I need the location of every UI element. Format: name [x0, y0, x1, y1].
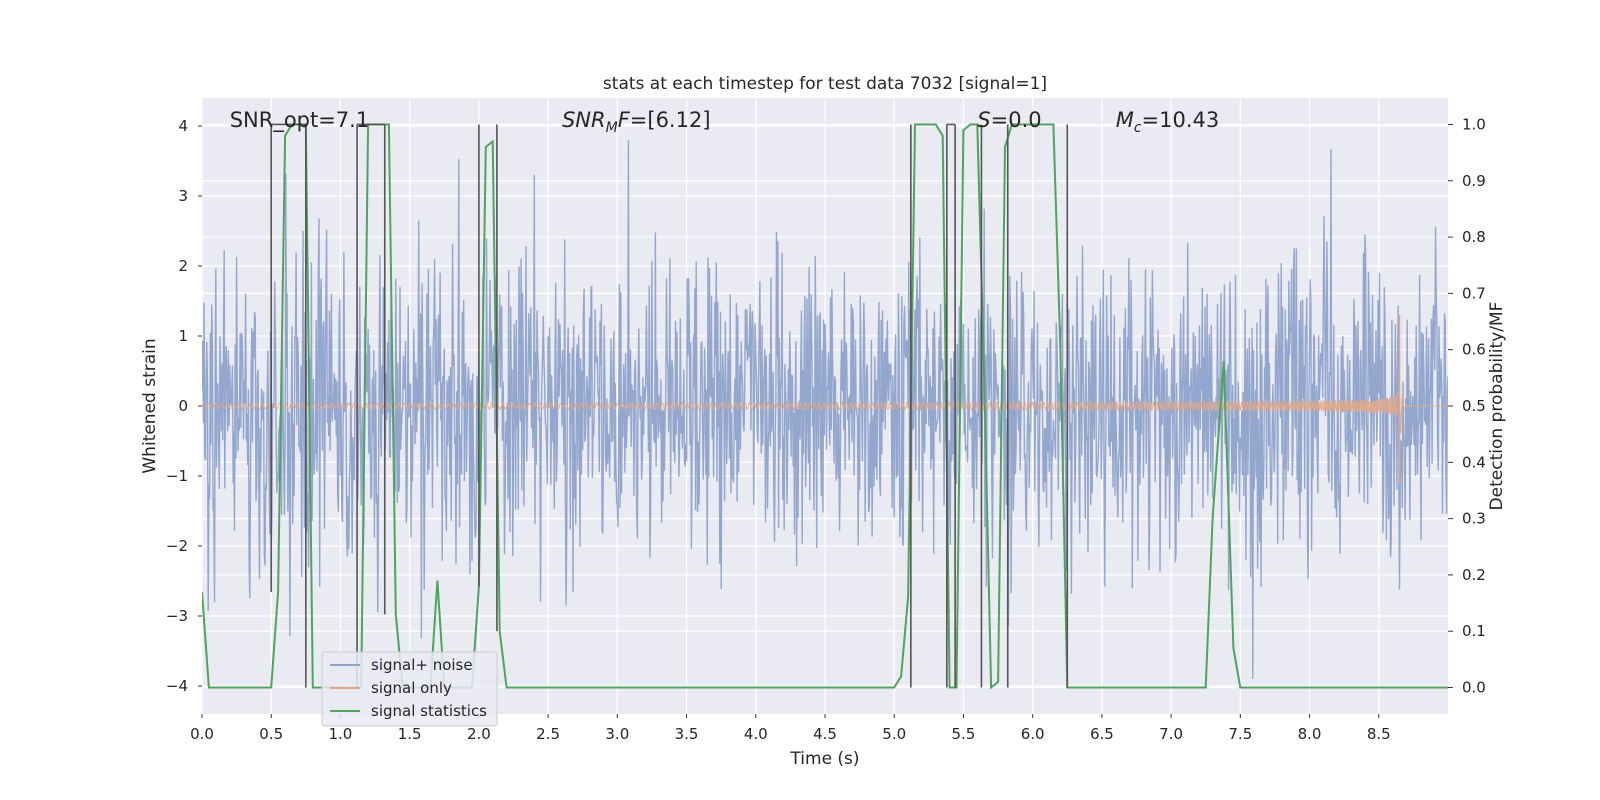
- y-tick-label: −2: [166, 537, 188, 555]
- annotation: Mc=10.43: [1116, 108, 1220, 136]
- y2-axis-ticks: 1.0 0.9 0.8 0.7 0.6 0.5 0.4 0.3 0.2 0.1 0.0: [1448, 115, 1486, 697]
- y2-tick-label: 0.9: [1462, 172, 1486, 190]
- y2-axis-label: Detection probability/MF: [1487, 302, 1507, 511]
- y2-tick-label: 0.1: [1462, 622, 1486, 640]
- x-tick-label: 6.5: [1090, 725, 1114, 743]
- annotation-part: =10.43: [1142, 108, 1220, 132]
- y-tick-label: 4: [178, 117, 188, 135]
- annotation-part: c: [1134, 120, 1142, 136]
- annotation-part: M: [606, 120, 618, 136]
- noise-trace: [202, 140, 1448, 680]
- legend-label-stats: signal statistics: [371, 702, 487, 720]
- x-tick-label: 5.5: [952, 725, 976, 743]
- x-tick-label: 8.5: [1367, 725, 1391, 743]
- x-tick-label: 6.0: [1021, 725, 1045, 743]
- x-tick-label: 5.0: [882, 725, 906, 743]
- annotations: SNR_opt=7.1 SNRMF=[6.12] S=0.0 Mc=10.43: [230, 108, 1220, 136]
- x-tick-label: 1.0: [329, 725, 353, 743]
- y-tick-label: 1: [178, 327, 188, 345]
- x-tick-label: 1.5: [398, 725, 422, 743]
- x-tick-label: 7.5: [1228, 725, 1252, 743]
- annotation: SNRMF=[6.12]: [562, 108, 711, 136]
- x-tick-label: 2.0: [467, 725, 491, 743]
- legend-box: [321, 651, 498, 727]
- y2-tick-label: 0.7: [1462, 284, 1486, 302]
- x-axis-label: Time (s): [789, 749, 859, 769]
- legend-label-signal: signal only: [371, 679, 452, 697]
- x-tick-label: 4.5: [813, 725, 837, 743]
- x-tick-label: 0.5: [259, 725, 283, 743]
- y-axis-label: Whitened strain: [140, 338, 160, 473]
- x-tick-label: 2.5: [536, 725, 560, 743]
- y2-tick-label: 0.6: [1462, 341, 1486, 359]
- annotation: S=0.0: [977, 108, 1041, 132]
- signal-trace: [202, 375, 1448, 434]
- annotation-part: =[6.12]: [630, 108, 711, 132]
- y-tick-label: −4: [166, 677, 188, 695]
- annotation-part: SNR: [562, 108, 606, 132]
- legend-label-noise: signal+ noise: [371, 656, 473, 674]
- x-tick-label: 3.0: [605, 725, 629, 743]
- annotation-part: S: [977, 108, 990, 132]
- x-axis-ticks: 0.0 0.5 1.0 1.5 2.0 2.5 3.0 3.5 4.0 4.5 5.0 5.5 6.0 6…: [190, 714, 1391, 743]
- statistics-trace: [202, 123, 1448, 690]
- y2-tick-label: 1.0: [1462, 115, 1486, 133]
- series-signal-only: [202, 315, 1448, 483]
- annotation-part: M: [1116, 108, 1134, 132]
- y2-tick-label: 0.8: [1462, 228, 1486, 246]
- x-tick-label: 8.0: [1298, 725, 1322, 743]
- y-tick-label: −1: [166, 467, 188, 485]
- y2-tick-label: 0.4: [1462, 453, 1486, 471]
- y-axis-ticks: 4 3 2 1 0 −1 −2 −3 −4: [166, 117, 202, 695]
- y-tick-label: 0: [178, 397, 188, 415]
- y-tick-label: −3: [166, 607, 188, 625]
- y2-tick-label: 0.3: [1462, 510, 1486, 528]
- x-tick-label: 7.0: [1159, 725, 1183, 743]
- x-tick-label: 4.0: [744, 725, 768, 743]
- chart-title: stats at each timestep for test data 703…: [603, 74, 1047, 94]
- y2-tick-label: 0.5: [1462, 397, 1486, 415]
- series-signal-noise: [202, 140, 1448, 680]
- y-tick-label: 2: [178, 257, 188, 275]
- y2-tick-label: 0.0: [1462, 679, 1486, 697]
- annotation-part: F: [618, 108, 631, 132]
- annotation-part: =0.0: [991, 108, 1042, 132]
- series-signal-statistics: [202, 123, 1448, 690]
- y-tick-label: 3: [178, 187, 188, 205]
- legend: signal+ noise signal only signal statist…: [321, 651, 498, 727]
- x-tick-label: 3.5: [675, 725, 699, 743]
- y2-tick-label: 0.2: [1462, 566, 1486, 584]
- x-tick-label: 0.0: [190, 725, 214, 743]
- annotation: SNR_opt=7.1: [230, 108, 370, 133]
- detection-markers: [270, 123, 1069, 688]
